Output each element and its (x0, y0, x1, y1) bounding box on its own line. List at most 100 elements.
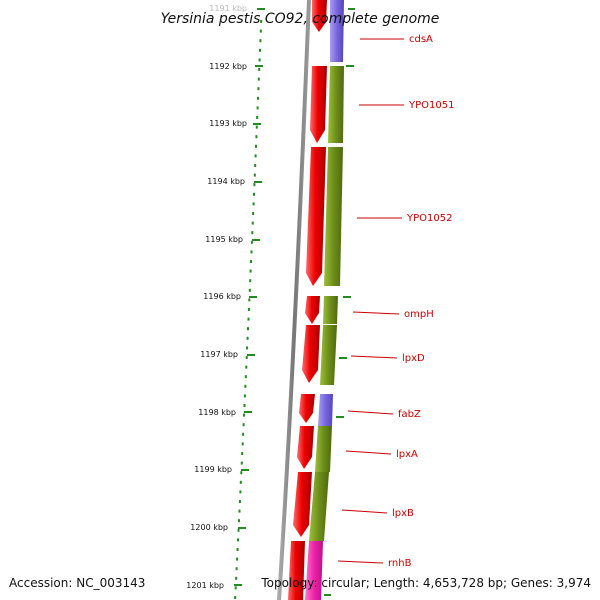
rail-dot (252, 212, 255, 215)
rail-dot (258, 68, 261, 71)
gene-band-ompH (323, 296, 338, 324)
rail-dot (240, 471, 243, 475)
rail-dot (254, 154, 257, 158)
rail-dot (241, 452, 244, 455)
tick-1194: 1194 kbp (207, 177, 262, 186)
rail-dot (237, 528, 240, 532)
rail-dot (238, 509, 241, 513)
gene-label-lpxA: lpxA (345, 449, 418, 460)
kbp-scale: 1191 kbp 1192 kbp 1193 kbp 1194 kbp 1195… (186, 4, 265, 590)
gene-band-lpxA (315, 426, 332, 472)
rail-dot (242, 423, 245, 427)
rail-dot (258, 58, 261, 62)
svg-text:lpxD: lpxD (402, 353, 425, 364)
rail-dot (239, 480, 242, 484)
gene-label-fabZ: fabZ (347, 409, 421, 420)
backbone-line (277, 0, 311, 600)
tick-label: 1196 kbp (203, 292, 241, 301)
tick-label: 1191 kbp (209, 4, 247, 13)
svg-text:lpxA: lpxA (396, 449, 418, 460)
rail-dot (234, 596, 237, 599)
rail-dot (257, 96, 259, 100)
rail-dot (250, 250, 253, 254)
tick-label: 1201 kbp (186, 581, 224, 590)
gene-band-lpxB (309, 472, 329, 541)
tick-label: 1194 kbp (207, 177, 245, 186)
rail-dot (260, 20, 263, 23)
gene-band-YPO1051 (328, 66, 344, 143)
rail-dot (259, 48, 261, 52)
rail-dot (250, 260, 252, 263)
gene-label-cdsA: cdsA (360, 34, 433, 45)
tick-1192: 1192 kbp (209, 62, 263, 71)
tick-label: 1200 kbp (190, 523, 228, 532)
gene-label-ompH: ompH (352, 309, 434, 320)
rail-dot (256, 116, 259, 119)
rail-dot (244, 384, 247, 388)
svg-text:cdsA: cdsA (409, 34, 433, 45)
rail-dot (259, 39, 262, 43)
rail-dot (257, 77, 260, 81)
tick-label: 1193 kbp (209, 119, 247, 128)
rail-dot (235, 576, 238, 580)
gene-band-fabZ (318, 394, 333, 426)
accession-text: Accession: NC_003143 (9, 576, 145, 590)
genome-title: Yersinia pestis CO92, complete genome (161, 11, 440, 27)
tick-1200: 1200 kbp (190, 523, 246, 532)
rail-dot (255, 125, 258, 129)
tick-1201: 1201 kbp (186, 581, 242, 590)
cds-arrow (310, 66, 327, 143)
gene-band-YPO1052 (324, 147, 343, 286)
cds-arrow (305, 296, 320, 324)
rail-dot (238, 500, 241, 503)
rail-dot (239, 490, 242, 494)
gene-band-rnhB (305, 541, 323, 600)
rail-dot (242, 432, 245, 436)
rail-dot (238, 519, 240, 523)
rail-dot (253, 173, 256, 177)
tick-1193: 1193 kbp (209, 119, 261, 128)
rail-dot (240, 461, 243, 465)
rail-dot (236, 557, 239, 561)
rail-dot (236, 548, 239, 551)
rail-dot (237, 538, 239, 542)
rail-dot (249, 269, 252, 273)
gene-track (305, 0, 344, 600)
rail-dot (254, 164, 257, 167)
rail-dot (251, 221, 254, 225)
tick-1195: 1195 kbp (205, 235, 260, 244)
rail-dot (245, 356, 248, 359)
cds-arrow (312, 0, 327, 32)
gene-label-lpxB: lpxB (341, 508, 414, 519)
svg-text:lpxB: lpxB (392, 508, 414, 519)
tick-label: 1197 kbp (200, 350, 238, 359)
genome-summary-text: Topology: circular; Length: 4,653,728 bp… (260, 576, 591, 590)
cds-arrow (299, 394, 315, 423)
cds-track (288, 0, 327, 600)
rail-dot (259, 29, 262, 33)
rail-dot (250, 240, 253, 244)
cds-arrow (297, 426, 314, 469)
rail-dot (253, 192, 255, 196)
rail-dot (235, 567, 238, 571)
cds-arrow (302, 325, 320, 383)
rail-dot (247, 327, 249, 331)
rail-dot (234, 586, 237, 590)
rail-dot (246, 336, 249, 340)
tick-label: 1198 kbp (198, 408, 236, 417)
rail-dot (255, 144, 257, 148)
rail-dot (256, 106, 259, 110)
rail-dot (241, 442, 244, 446)
tick-1191: 1191 kbp (209, 4, 265, 13)
gene-label-lpxD: lpxD (350, 353, 425, 364)
svg-text:fabZ: fabZ (398, 409, 421, 420)
rail-dot (243, 394, 246, 398)
rail-dot (246, 346, 249, 350)
tick-1197: 1197 kbp (200, 350, 255, 359)
tick-rail (234, 20, 263, 599)
rail-dot (244, 375, 247, 379)
rail-dot (257, 87, 260, 91)
rail-dot (243, 413, 245, 417)
